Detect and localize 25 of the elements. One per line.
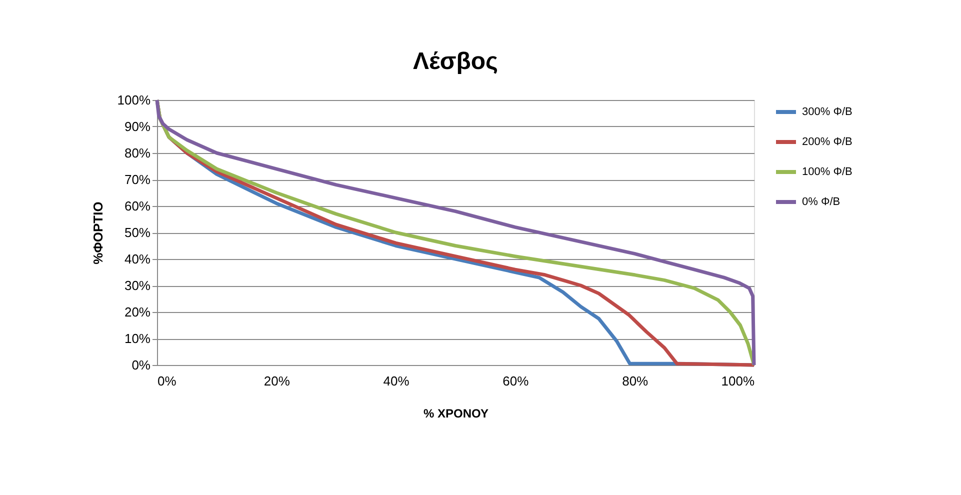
y-tick-label: 10%: [124, 331, 151, 346]
x-axis-title: % ΧΡΟΝΟΥ: [423, 406, 489, 420]
y-tick-label: 70%: [124, 172, 151, 187]
legend-label: 200% Φ/Β: [802, 136, 852, 148]
line-series: [155, 98, 756, 367]
y-tick-label: 0%: [132, 358, 151, 372]
x-tick-label: 60%: [502, 374, 530, 388]
x-tick-label: 100%: [721, 374, 755, 388]
x-tick-label: 0%: [158, 374, 177, 388]
y-tick-label: 90%: [124, 119, 151, 134]
y-tick-label: 40%: [124, 252, 151, 266]
y-axis-title: %ΦΟΡΤΙΟ: [90, 202, 106, 264]
x-tick-label: 80%: [622, 374, 649, 388]
y-tick-label: 100%: [117, 92, 151, 108]
y-tick-label: 60%: [124, 198, 151, 214]
legend-label: 100% Φ/Β: [802, 166, 852, 178]
x-tick-label: 40%: [383, 374, 410, 388]
y-tick-label: 30%: [124, 278, 151, 293]
legend-label: 300% Φ/Β: [802, 106, 852, 118]
chart-title: Λέσβος: [412, 48, 498, 75]
y-tick-label: 80%: [124, 146, 151, 160]
y-tick-label: 50%: [124, 225, 151, 240]
x-tick-label: 20%: [264, 374, 290, 388]
y-tick-label: 20%: [124, 304, 151, 320]
legend-label: 0% Φ/Β: [802, 196, 840, 208]
